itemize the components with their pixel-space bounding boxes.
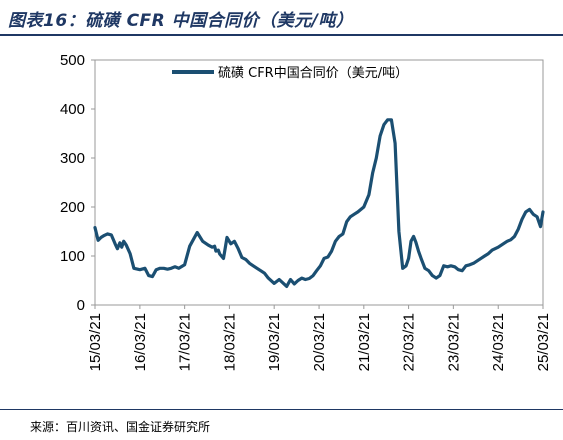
- series-line: [93, 118, 545, 288]
- y-tick-label: 100: [60, 248, 85, 265]
- y-axis: 0 100 200 300 400 500: [60, 52, 95, 314]
- y-tick-label: 300: [60, 150, 85, 167]
- x-tick-label: 21/03/21: [356, 313, 373, 371]
- x-tick-label: 16/03/21: [132, 313, 149, 371]
- x-tick-label: 18/03/21: [221, 313, 238, 371]
- x-tick-label: 25/03/21: [535, 313, 552, 371]
- legend-label: 硫磺 CFR中国合同价（美元/吨）: [218, 66, 408, 81]
- y-tick-label: 0: [77, 297, 85, 314]
- figure-title: 图表16：硫磺 CFR 中国合同价（美元/吨）: [8, 11, 354, 31]
- x-tick-label: 15/03/21: [87, 313, 104, 371]
- series-layer: [93, 118, 545, 288]
- x-tick-label: 24/03/21: [490, 313, 507, 371]
- y-tick-label: 400: [60, 101, 85, 118]
- x-tick-label: 23/03/21: [445, 313, 462, 371]
- sulfur-price-line-chart: 0 100 200 300 400 500 15/03/21 16/03/21 17/03/2…: [60, 52, 552, 371]
- y-tick-label: 200: [60, 199, 85, 216]
- x-tick-label: 22/03/21: [401, 313, 418, 371]
- y-tick-label: 500: [60, 52, 85, 69]
- x-axis: 15/03/21 16/03/21 17/03/21 18/03/21 19/03/21…: [87, 305, 552, 371]
- x-tick-label: 19/03/21: [266, 313, 283, 371]
- source-note: 来源：百川资讯、国金证券研究所: [30, 420, 211, 434]
- title-divider: [0, 34, 563, 36]
- x-tick-label: 17/03/21: [177, 313, 194, 371]
- source-divider: [0, 409, 563, 410]
- x-tick-label: 20/03/21: [311, 313, 328, 371]
- legend: 硫磺 CFR中国合同价（美元/吨）: [172, 66, 408, 81]
